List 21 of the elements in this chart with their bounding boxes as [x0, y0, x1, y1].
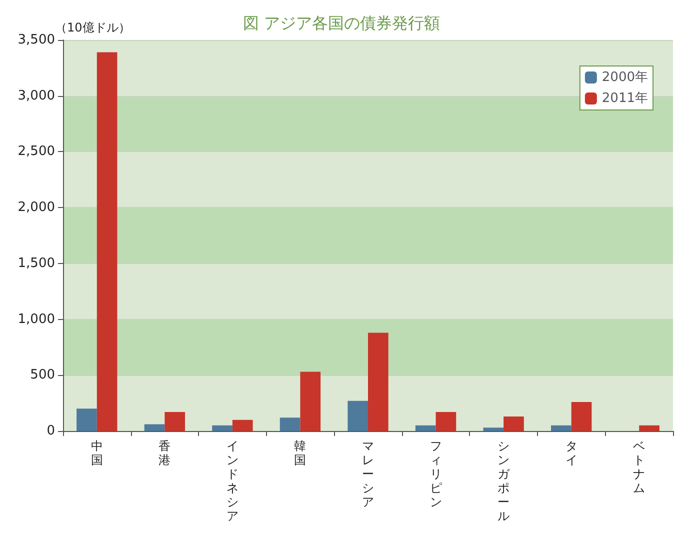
x-tick-label: 韓国 — [294, 439, 306, 467]
y-tick-label: 1,000 — [18, 312, 55, 327]
x-tick-label: 香港 — [158, 439, 171, 467]
y-tick-label: 3,500 — [18, 32, 55, 48]
y-axis-title: （10億ドル） — [55, 20, 130, 35]
x-tick-label: タイ — [565, 439, 578, 467]
x-tick-label: インドネシア — [226, 439, 238, 523]
x-tick-label: 中国 — [90, 439, 103, 467]
y-tick-label: 0 — [46, 424, 55, 438]
x-tick-label: ベトナム — [633, 439, 646, 495]
x-tick-label: フィリピン — [430, 439, 442, 509]
y-tick-label: 2,500 — [18, 144, 55, 160]
y-tick-label: 1,500 — [18, 256, 55, 271]
x-tick-label: マレーシア — [362, 439, 374, 509]
x-tick-label: シンガポール — [498, 439, 511, 523]
chart-title: 図 アジア各国の債券発行額 — [242, 14, 440, 32]
y-tick-label: 500 — [30, 368, 55, 383]
legend-label: 2000年 — [602, 70, 648, 85]
legend-label: 2011年 — [602, 91, 648, 106]
y-tick-label: 2,000 — [18, 200, 55, 216]
y-tick-label: 3,000 — [18, 88, 55, 104]
